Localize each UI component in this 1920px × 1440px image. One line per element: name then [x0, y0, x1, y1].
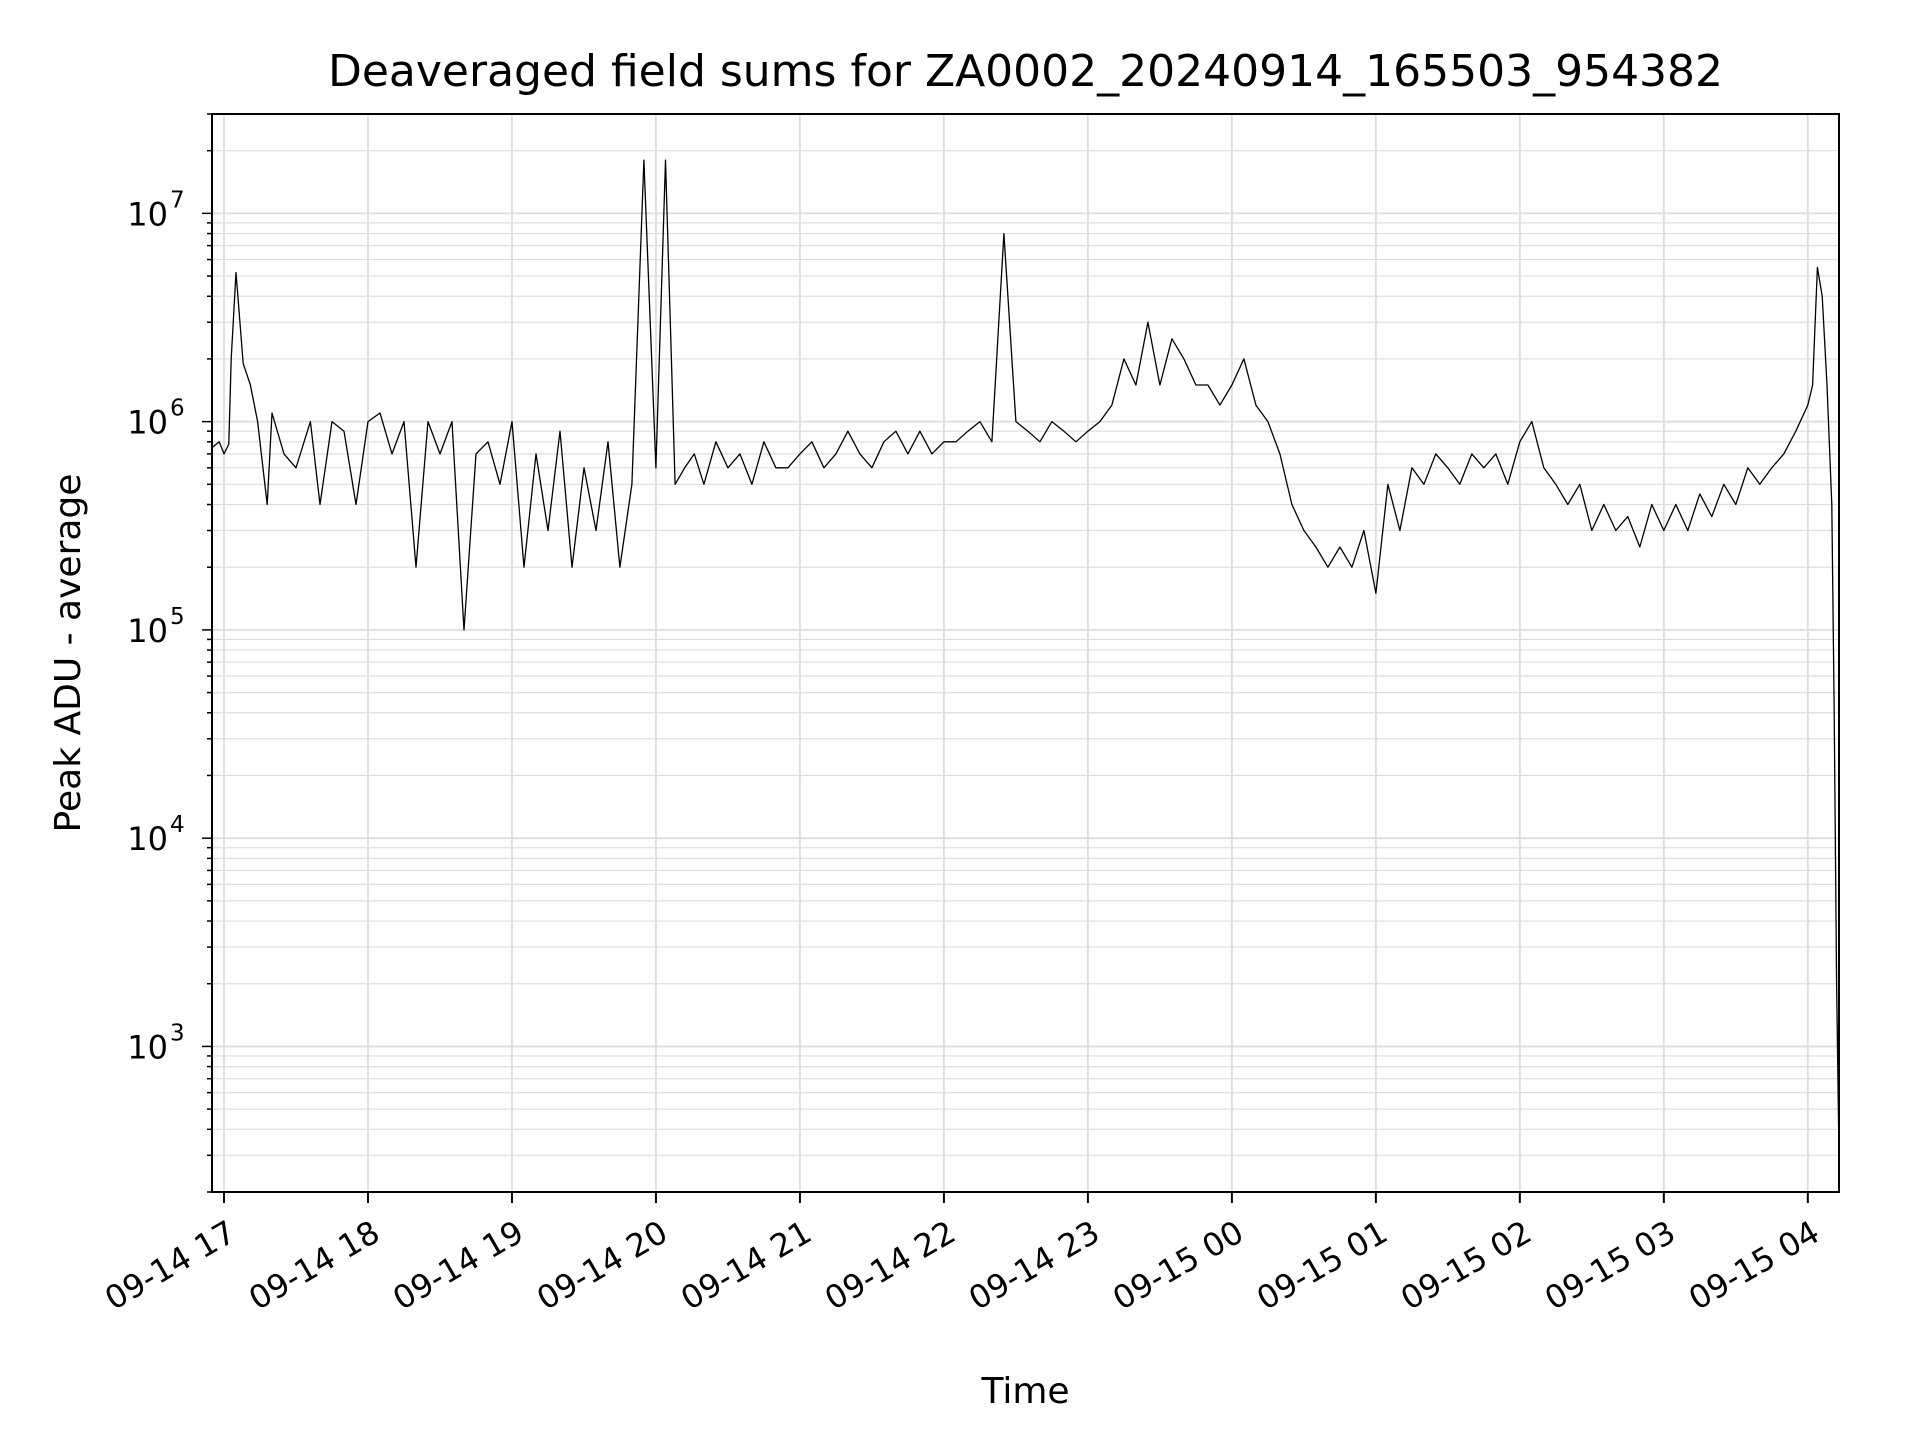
y-tick-base: 10: [127, 404, 168, 442]
y-tick-label: 10: [127, 404, 168, 442]
y-tick-exponent: 4: [170, 812, 185, 838]
chart-title: Deaveraged field sums for ZA0002_2024091…: [328, 46, 1723, 97]
y-tick-base: 10: [127, 820, 168, 858]
y-tick-base: 10: [127, 612, 168, 650]
y-tick-exponent: 6: [170, 396, 185, 422]
y-tick-exponent: 3: [170, 1020, 185, 1046]
y-tick-base: 10: [127, 1028, 168, 1066]
x-axis-label: Time: [980, 1371, 1069, 1412]
y-axis-label: Peak ADU - average: [48, 474, 89, 833]
y-tick-base: 10: [127, 195, 168, 233]
series-line: [211, 159, 1840, 1156]
y-tick-exponent: 5: [170, 604, 185, 630]
y-tick-label: 10: [127, 195, 168, 233]
y-tick-label: 10: [127, 1028, 168, 1066]
grid-lines: [212, 113, 1839, 1193]
plot-frame: [211, 113, 1840, 1193]
y-tick-label: 10: [127, 820, 168, 858]
y-tick-label: 10: [127, 612, 168, 650]
y-tick-exponent: 7: [170, 187, 185, 213]
